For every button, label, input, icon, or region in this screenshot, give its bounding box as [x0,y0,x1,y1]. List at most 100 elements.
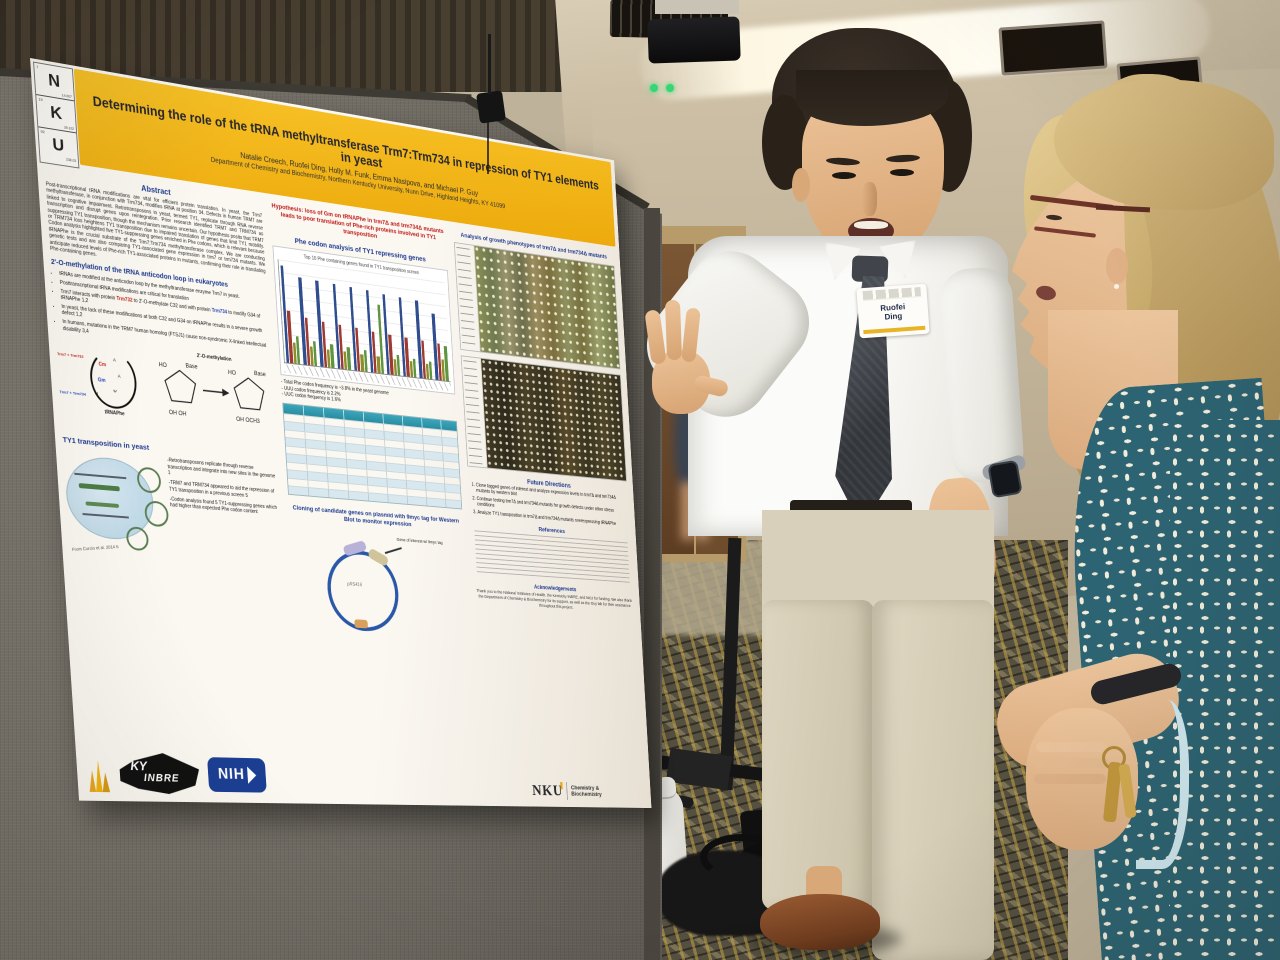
chart-bar [346,347,351,370]
plasmid-annotation-line [384,546,402,554]
background-person [738,388,774,500]
logo-divider [566,782,568,800]
projector [647,16,741,64]
plasmid-annotation: Gene of interest w/ 9myc tag [396,536,443,545]
references-text-illegible [473,530,631,587]
chart-bar-group [430,280,449,382]
door-handle-icon [700,376,705,386]
ty1-lifecycle-diagram: From Curcio et al. 2014 6 [63,448,170,566]
ty1-row: From Curcio et al. 2014 6 -Retrotranspos… [63,448,284,574]
funder-logos-row: KY INBRE NIH [83,747,299,798]
chart-bar [313,340,318,367]
vlp-ring [144,500,170,528]
gene-data-table [282,402,462,509]
gold-key-icon [1102,761,1123,823]
assay-spots [473,245,620,369]
background-person-legs [682,482,693,540]
dept-line2: Biochemistry [571,791,602,798]
ceiling-vent-icon [1116,56,1204,104]
ky-inbre-ky: KY [129,758,148,774]
atomic-number: 92 [40,128,45,135]
base-letter: A [112,357,117,363]
nku-dept-logo: NKU Chemistry & Biochemistry [486,781,646,803]
nku-periodic-logo: 7 N 14.007 19 K 39.102 92 U 238.03 [33,61,80,169]
ky-inbre-inbre: INBRE [143,772,180,785]
cm-label: Cm [98,361,107,369]
plasmid-label: pRS416 [347,581,363,588]
exit-light-icon [650,84,658,92]
research-poster: 7 N 14.007 19 K 39.102 92 U 238.03 Deter… [30,58,652,809]
ky-inbre-logo: KY INBRE [119,752,201,794]
board-clamp [476,90,506,124]
trm734-blue: Trm734 [211,307,228,316]
gm-label: Gm [97,377,106,385]
bag-red-tab [768,860,778,873]
nku-flame-icon [88,760,111,793]
nih-text: NIH [217,765,246,783]
periodic-cell-u: 92 U 238.03 [38,127,78,164]
trna-label: tRNAPhe [104,409,125,418]
base-letter: Ψ [113,389,117,395]
poster-right-column: Analysis of growth phenotypes of trm7Δ a… [453,228,646,803]
chart-plot-area [277,259,451,383]
chart-bar [412,358,417,378]
background-person-legs [697,482,708,540]
ribose-structures: HO Base OH OH HO Base OH OCH3 [158,363,275,425]
exit-light-icon [666,84,674,92]
vlp-ring [125,526,150,552]
projector-mount [655,0,739,14]
trna-diagrams: Trm7 + Trm732 Trm7 + Trm734 Cm Gm A A Ψ … [56,337,277,449]
gold-key-icon [1118,763,1137,819]
key-ring-icon [1102,746,1126,770]
nku-wordmark: NKU [531,781,564,799]
ho-label: HO [228,370,237,377]
dept-name: Chemistry & Biochemistry [571,785,602,799]
chart-bar [415,300,423,379]
oh-och3-label: OH OCH3 [236,417,261,425]
atomic-number: 7 [36,64,39,70]
nih-chevron-icon [246,766,257,784]
atomic-mass: 39.102 [63,125,75,132]
poster-left-column: Abstract Post-transcriptional tRNA modif… [45,166,299,798]
atomic-number: 19 [38,96,43,103]
nih-logo: NIH [207,757,267,793]
growth-assay-panel-1 [453,241,621,370]
trm732-red: Trm732 [116,295,133,304]
enzyme-label-2: Trm7 + Trm734 [59,389,87,398]
base-letter: U [94,391,99,397]
board-clamp-wire [487,120,489,174]
base-label: Base [254,371,267,378]
board-edge-trim [644,208,660,960]
oh-oh-label: OH OH [168,410,186,418]
chart-bar [295,336,301,365]
poster-body: Abstract Post-transcriptional tRNA modif… [45,166,646,803]
atomic-mass: 238.03 [65,157,77,164]
plasmid-segment-orange [354,618,369,628]
poster-middle-column: Hypothesis: loss of Gm on tRNAPhe in trm… [270,200,480,800]
chart-bar [330,343,335,368]
plasmid-diagram: pRS416 Gene of interest w/ 9myc tag [290,525,470,638]
trna-loop-diagram: Trm7 + Trm732 Trm7 + Trm734 Cm Gm A A Ψ … [56,337,161,438]
chart-bars [280,260,449,382]
background-person-maroon [1150,636,1262,896]
phe-codon-chart: Top 10 Phe containing genes found in TY1… [272,245,455,395]
chart-bar [363,350,368,372]
nku-gold-accent [560,782,563,790]
ho-label: HO [158,363,167,370]
lifecycle-caption: From Curcio et al. 2014 6 [71,544,119,553]
chart-bar [396,355,401,376]
base-letter: A [117,373,121,380]
chart-bar [429,361,433,380]
methylation-chem-diagram: 2'-O-methylation HO Base OH OH HO Base O… [155,349,276,450]
ceiling-vent-icon [998,20,1108,76]
background-person [674,392,706,488]
atomic-mass: 14.007 [61,93,73,100]
enzyme-label-1: Trm7 + Trm732 [56,351,84,360]
growth-assay-panel-2 [460,355,627,482]
board-clamp-rod [488,34,491,94]
ty1-bullets: -Retrotransposons replicate through reve… [167,458,285,574]
assay-spots [480,358,627,481]
bag-strap [700,834,784,880]
base-label: Base [185,364,198,371]
